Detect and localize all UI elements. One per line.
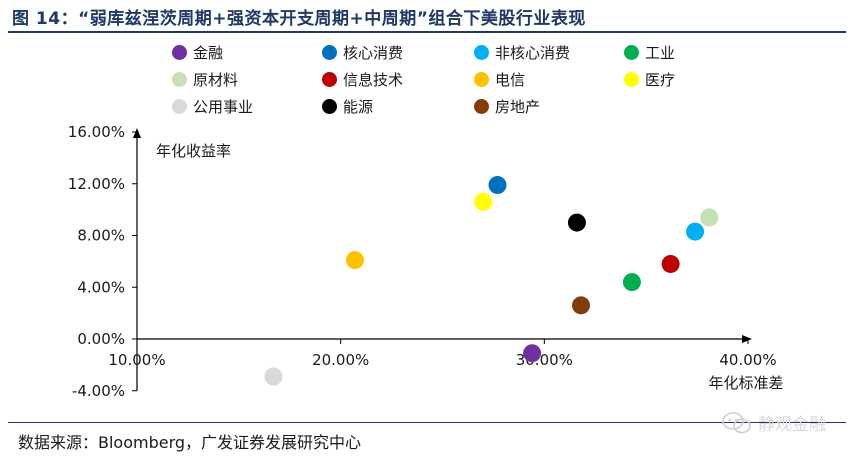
legend-marker — [474, 99, 489, 114]
y-axis-title: 年化收益率 — [156, 142, 231, 160]
chart-legend: 金融 核心消费 非核心消费 工业原材料 信息技术 电信 医疗公用事业 能源 房地产 — [172, 42, 772, 122]
scatter-point — [567, 213, 586, 232]
legend-marker — [322, 72, 337, 87]
legend-marker — [624, 45, 639, 60]
legend-item: 医疗 — [624, 69, 675, 90]
legend-label: 医疗 — [645, 71, 676, 89]
legend-label: 核心消费 — [343, 44, 404, 62]
chart-title: 图 14：“弱库兹涅茨周期+强资本开支周期+中周期”组合下美股行业表现 — [12, 9, 586, 29]
legend-marker — [322, 45, 337, 60]
scatter-point — [700, 208, 719, 227]
legend-label: 能源 — [343, 98, 374, 116]
legend-item: 信息技术 — [322, 69, 403, 90]
y-tick-label: 4.00% — [77, 278, 125, 296]
legend-label: 金融 — [193, 44, 224, 62]
scatter-point — [523, 344, 542, 363]
y-tick-label: 16.00% — [68, 123, 125, 141]
scatter-point — [661, 254, 680, 273]
legend-label: 非核心消费 — [495, 44, 571, 62]
legend-item: 房地产 — [474, 96, 540, 117]
y-tick-label: 12.00% — [68, 175, 125, 193]
x-tick-label: 10.00% — [108, 351, 165, 369]
scatter-point — [686, 222, 705, 241]
y-axis-arrow — [133, 128, 141, 138]
legend-label: 原材料 — [193, 71, 239, 89]
source-note: 数据来源：Bloomberg，广发证券发展研究中心 — [18, 433, 362, 452]
scatter-point — [264, 367, 283, 386]
source-divider — [8, 422, 846, 423]
legend-label: 信息技术 — [343, 71, 404, 89]
legend-item: 能源 — [322, 96, 373, 117]
legend-item: 非核心消费 — [474, 42, 570, 63]
legend-marker — [474, 45, 489, 60]
legend-item: 工业 — [624, 42, 675, 63]
x-tick-label: 40.00% — [719, 351, 776, 369]
legend-item: 公用事业 — [172, 96, 253, 117]
y-tick-label: 8.00% — [77, 227, 125, 245]
scatter-point — [345, 251, 364, 270]
legend-marker — [172, 45, 187, 60]
legend-label: 房地产 — [495, 98, 541, 116]
legend-item: 金融 — [172, 42, 223, 63]
y-tick-label: -4.00% — [72, 382, 125, 400]
x-axis-title: 年化标准差 — [708, 374, 783, 392]
legend-marker — [172, 99, 187, 114]
scatter-point — [622, 273, 641, 292]
title-divider — [8, 31, 846, 33]
legend-label: 公用事业 — [193, 98, 254, 116]
x-tick-label: 20.00% — [312, 351, 369, 369]
watermark: 静观金融 — [722, 410, 826, 435]
wechat-icon — [722, 411, 752, 434]
scatter-point — [474, 192, 493, 211]
scatter-point — [571, 296, 590, 315]
legend-marker — [624, 72, 639, 87]
legend-marker — [474, 72, 489, 87]
legend-item: 核心消费 — [322, 42, 403, 63]
scatter-point — [488, 176, 507, 195]
watermark-text: 静观金融 — [758, 415, 826, 435]
legend-item: 原材料 — [172, 69, 238, 90]
legend-label: 工业 — [645, 44, 676, 62]
y-tick-label: 0.00% — [77, 330, 125, 348]
x-axis-arrow — [742, 335, 752, 343]
legend-label: 电信 — [495, 71, 526, 89]
legend-item: 电信 — [474, 69, 525, 90]
legend-marker — [172, 72, 187, 87]
legend-marker — [322, 99, 337, 114]
